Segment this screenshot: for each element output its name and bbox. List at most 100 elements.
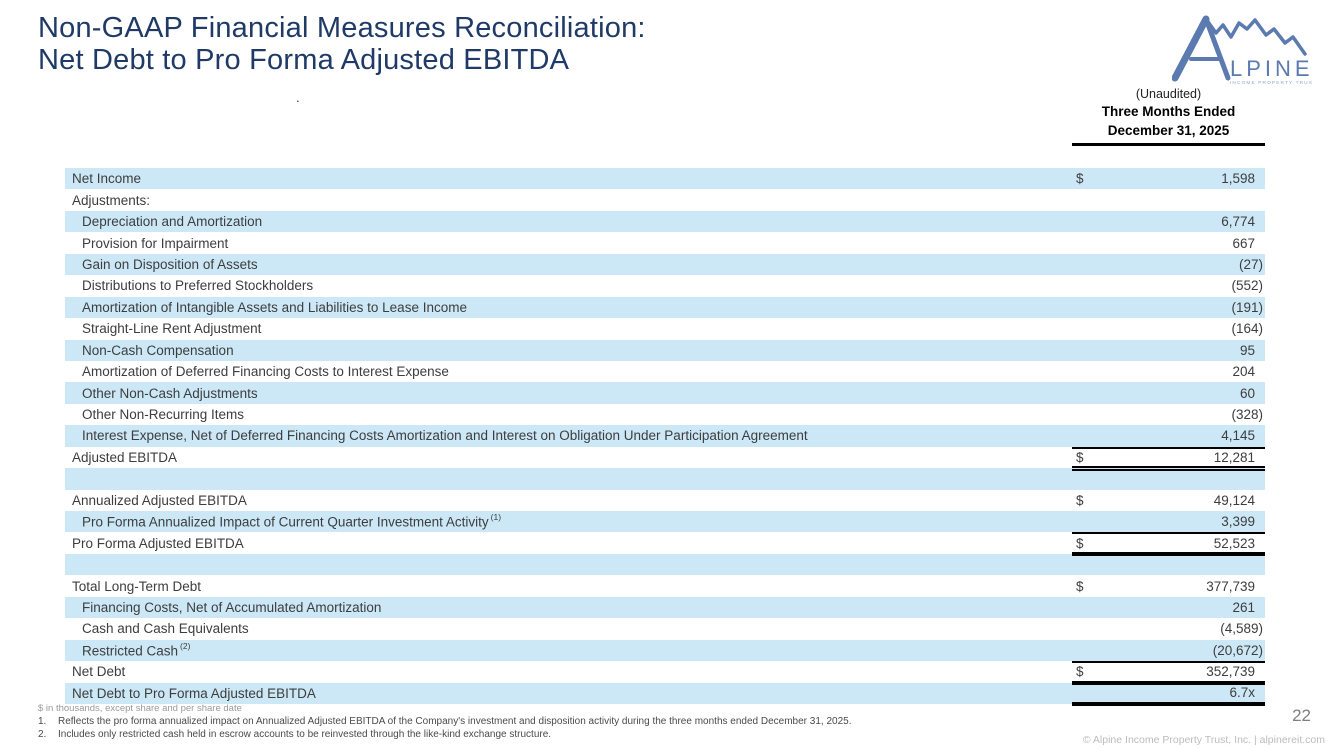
table-row: Gain on Disposition of Assets (27): [65, 254, 1265, 275]
row-value: 204: [1232, 364, 1265, 379]
row-label: Amortization of Intangible Assets and Li…: [65, 300, 1072, 315]
row-value-zone: 667: [1072, 232, 1265, 253]
row-value: 95: [1240, 343, 1265, 358]
row-label: Distributions to Preferred Stockholders: [65, 278, 1072, 293]
row-value: (27): [1239, 257, 1265, 272]
table-row: Net Debt to Pro Forma Adjusted EBITDA6.7…: [65, 683, 1265, 704]
row-value: 667: [1232, 236, 1265, 251]
row-value-zone: (27): [1072, 254, 1265, 275]
row-value: 6.7x: [1229, 685, 1265, 700]
footnote-2: 2.Includes only restricted cash held in …: [38, 729, 551, 740]
table-row: Pro Forma Annualized Impact of Current Q…: [65, 511, 1265, 532]
table-row: Provision for Impairment 667: [65, 232, 1265, 253]
table-row: Other Non-Recurring Items(328): [65, 404, 1265, 425]
reconciliation-table: Net Income$1,598Adjustments: Depreciation…: [65, 168, 1265, 704]
slide: Non-GAAP Financial Measures Reconciliati…: [0, 0, 1333, 749]
row-value: (4,589): [1220, 621, 1265, 636]
row-value: (164): [1231, 321, 1265, 336]
row-value-zone: $352,739: [1072, 661, 1265, 682]
row-value: 6,774: [1221, 214, 1265, 229]
footnote-2-text: Includes only restricted cash held in es…: [58, 729, 551, 740]
row-label: Pro Forma Adjusted EBITDA: [65, 536, 1072, 551]
logo-wordmark: LPINE: [1230, 56, 1312, 81]
row-value-zone: 95: [1072, 340, 1265, 361]
table-row: Net Debt$352,739: [65, 661, 1265, 682]
row-value-zone: [1072, 554, 1265, 575]
row-value-zone: 4,145: [1072, 425, 1265, 446]
row-value: 60: [1240, 386, 1265, 401]
footnote-1-text: Reflects the pro forma annualized impact…: [58, 716, 851, 727]
dollar-sign: $: [1072, 493, 1084, 508]
row-label: Provision for Impairment: [65, 236, 1072, 251]
row-value-zone: 261: [1072, 597, 1265, 618]
row-value-zone: $377,739: [1072, 575, 1265, 596]
row-value-zone: (328): [1072, 404, 1265, 425]
units-note: $ in thousands, except share and per sha…: [38, 703, 242, 714]
period-label-line1: Three Months Ended: [1072, 102, 1265, 121]
row-label: Non-Cash Compensation: [65, 343, 1072, 358]
row-value: (552): [1231, 278, 1265, 293]
row-value: 52,523: [1214, 536, 1265, 551]
row-label: Annualized Adjusted EBITDA: [65, 493, 1072, 508]
row-label: Restricted Cash(2): [65, 642, 1072, 659]
row-label: Cash and Cash Equivalents: [65, 621, 1072, 636]
table-row: Straight-Line Rent Adjustment (164): [65, 318, 1265, 339]
table-row: Amortization of Deferred Financing Costs…: [65, 361, 1265, 382]
table-row: Adjustments:: [65, 189, 1265, 210]
row-value-zone: $1,598: [1072, 168, 1265, 189]
row-value-zone: [1072, 468, 1265, 489]
row-value-zone: (191): [1072, 297, 1265, 318]
company-logo: LPINE INCOME PROPERTY TRUST: [1172, 12, 1312, 88]
stray-period: .: [296, 90, 300, 105]
row-label: Other Non-Cash Adjustments: [65, 386, 1072, 401]
row-value-zone: (4,589): [1072, 618, 1265, 639]
row-value-zone: [1072, 189, 1265, 210]
dollar-sign: $: [1072, 450, 1084, 465]
page-title-line1: Non-GAAP Financial Measures Reconciliati…: [38, 12, 646, 44]
row-value: 261: [1232, 600, 1265, 615]
table-row: Other Non-Cash Adjustments 60: [65, 382, 1265, 403]
table-row: Distributions to Preferred Stockholders (…: [65, 275, 1265, 296]
footnote-1: 1.Reflects the pro forma annualized impa…: [38, 716, 851, 727]
copyright-text: © Alpine Income Property Trust, Inc. | a…: [1083, 734, 1325, 746]
row-label: Adjustments:: [65, 193, 1072, 208]
row-label: Gain on Disposition of Assets: [65, 257, 1072, 272]
dollar-sign: $: [1072, 536, 1084, 551]
dollar-sign: $: [1072, 171, 1084, 186]
table-row: Amortization of Intangible Assets and Li…: [65, 297, 1265, 318]
row-label: Straight-Line Rent Adjustment: [65, 321, 1072, 336]
row-label: Total Long-Term Debt: [65, 579, 1072, 594]
row-value: (328): [1231, 407, 1265, 422]
row-value-zone: 6.7x: [1072, 683, 1265, 704]
row-value: 352,739: [1206, 664, 1265, 679]
column-header: (Unaudited) Three Months Ended December …: [1072, 86, 1265, 146]
spacer-row: [65, 468, 1265, 489]
row-value-zone: (164): [1072, 318, 1265, 339]
row-label: Adjusted EBITDA: [65, 450, 1072, 465]
page-number: 22: [1292, 706, 1311, 726]
table-row: Restricted Cash(2) (20,672): [65, 640, 1265, 661]
row-value-zone: 60: [1072, 382, 1265, 403]
row-value: (20,672): [1213, 643, 1265, 658]
row-value: (191): [1231, 300, 1265, 315]
footnote-ref: (2): [180, 642, 190, 651]
footnote-2-number: 2.: [38, 729, 58, 740]
row-label: Net Income: [65, 171, 1072, 186]
dollar-sign: $: [1072, 579, 1084, 594]
table-row: Annualized Adjusted EBITDA$49,124: [65, 490, 1265, 511]
page-title-line2: Net Debt to Pro Forma Adjusted EBITDA: [38, 44, 646, 76]
table-row: Depreciation and Amortization 6,774: [65, 211, 1265, 232]
table-row: Adjusted EBITDA$12,281: [65, 447, 1265, 468]
alpine-mountain-icon: LPINE INCOME PROPERTY TRUST: [1172, 12, 1312, 88]
table-row: Cash and Cash Equivalents (4,589): [65, 618, 1265, 639]
spacer-row: [65, 554, 1265, 575]
footnote-ref: (1): [491, 513, 501, 522]
period-label-line2: December 31, 2025: [1072, 121, 1265, 140]
table-row: Interest Expense, Net of Deferred Financ…: [65, 425, 1265, 446]
row-label: Interest Expense, Net of Deferred Financ…: [65, 428, 1072, 443]
table-row: Pro Forma Adjusted EBITDA$52,523: [65, 532, 1265, 553]
table-row: Financing Costs, Net of Accumulated Amor…: [65, 597, 1265, 618]
row-label: Depreciation and Amortization: [65, 214, 1072, 229]
row-label: Financing Costs, Net of Accumulated Amor…: [65, 600, 1072, 615]
row-value: 4,145: [1221, 428, 1265, 443]
